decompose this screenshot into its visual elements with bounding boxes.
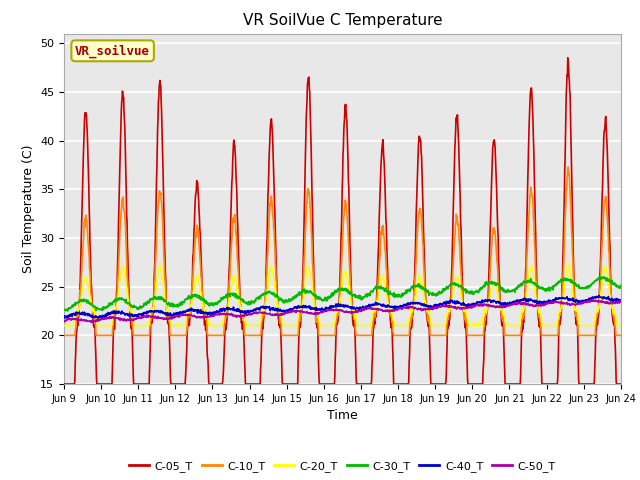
Text: VR_soilvue: VR_soilvue [75, 44, 150, 58]
X-axis label: Time: Time [327, 409, 358, 422]
Legend: C-05_T, C-10_T, C-20_T, C-30_T, C-40_T, C-50_T: C-05_T, C-10_T, C-20_T, C-30_T, C-40_T, … [125, 457, 560, 477]
Y-axis label: Soil Temperature (C): Soil Temperature (C) [22, 144, 35, 273]
Title: VR SoilVue C Temperature: VR SoilVue C Temperature [243, 13, 442, 28]
